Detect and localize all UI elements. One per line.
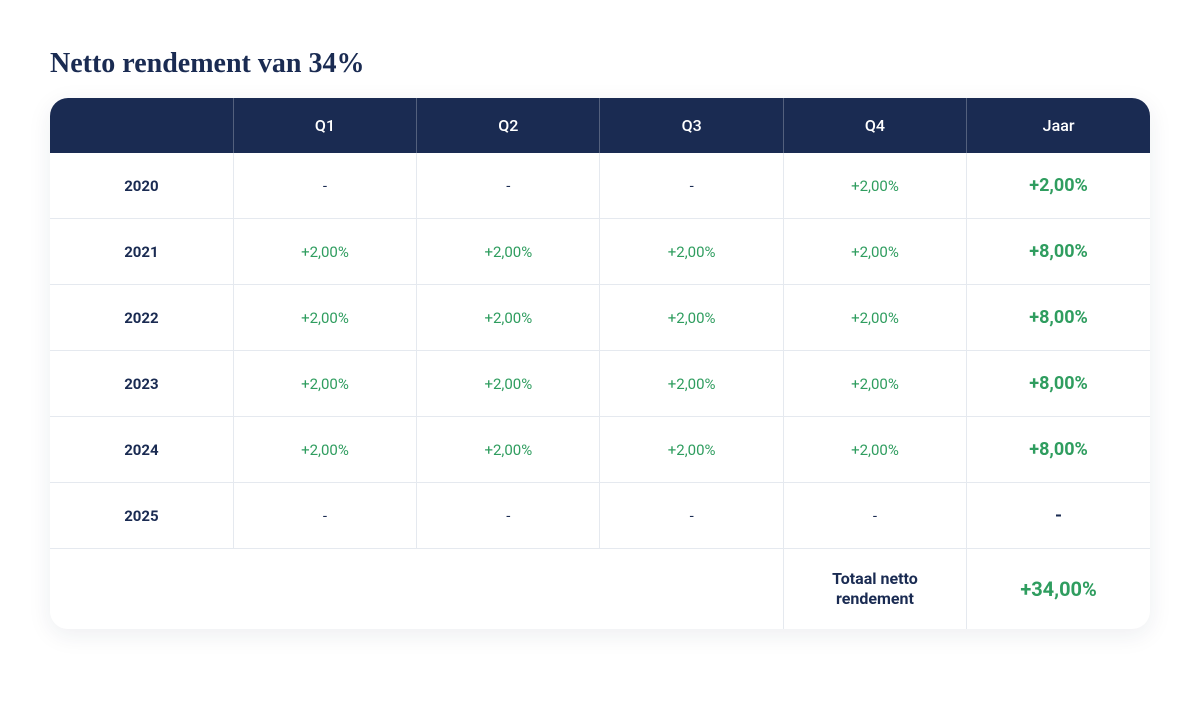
table-row: 2020---+2,00%+2,00% xyxy=(50,153,1150,219)
col-jaar: Jaar xyxy=(967,98,1150,153)
cell-q3: +2,00% xyxy=(600,285,783,351)
cell-year: 2024 xyxy=(50,417,233,483)
cell-q4: +2,00% xyxy=(783,285,966,351)
cell-jaar: - xyxy=(967,483,1150,549)
cell-q2: +2,00% xyxy=(417,285,600,351)
table-row: 2025----- xyxy=(50,483,1150,549)
cell-q4: +2,00% xyxy=(783,417,966,483)
cell-q1: +2,00% xyxy=(233,285,416,351)
footer-total-value: +34,00% xyxy=(967,549,1150,630)
cell-q2: +2,00% xyxy=(417,219,600,285)
cell-q1: +2,00% xyxy=(233,351,416,417)
cell-jaar: +8,00% xyxy=(967,417,1150,483)
cell-q4: +2,00% xyxy=(783,219,966,285)
cell-q3: +2,00% xyxy=(600,351,783,417)
col-q1: Q1 xyxy=(233,98,416,153)
table-footer-row: Totaal netto rendement +34,00% xyxy=(50,549,1150,630)
page-title: Netto rendement van 34% xyxy=(50,48,1150,80)
cell-q1: - xyxy=(233,153,416,219)
cell-q3: +2,00% xyxy=(600,219,783,285)
cell-q3: +2,00% xyxy=(600,417,783,483)
cell-jaar: +8,00% xyxy=(967,219,1150,285)
col-q4: Q4 xyxy=(783,98,966,153)
cell-q2: +2,00% xyxy=(417,417,600,483)
cell-year: 2022 xyxy=(50,285,233,351)
returns-table-wrapper: Q1 Q2 Q3 Q4 Jaar 2020---+2,00%+2,00%2021… xyxy=(50,98,1150,629)
cell-jaar: +8,00% xyxy=(967,351,1150,417)
cell-year: 2020 xyxy=(50,153,233,219)
table-row: 2022+2,00%+2,00%+2,00%+2,00%+8,00% xyxy=(50,285,1150,351)
cell-q1: +2,00% xyxy=(233,219,416,285)
footer-empty xyxy=(50,549,783,630)
cell-year: 2023 xyxy=(50,351,233,417)
cell-year: 2021 xyxy=(50,219,233,285)
col-q2: Q2 xyxy=(417,98,600,153)
table-row: 2021+2,00%+2,00%+2,00%+2,00%+8,00% xyxy=(50,219,1150,285)
cell-year: 2025 xyxy=(50,483,233,549)
cell-q2: +2,00% xyxy=(417,351,600,417)
returns-table: Q1 Q2 Q3 Q4 Jaar 2020---+2,00%+2,00%2021… xyxy=(50,98,1150,629)
cell-jaar: +2,00% xyxy=(967,153,1150,219)
cell-q1: - xyxy=(233,483,416,549)
cell-q3: - xyxy=(600,483,783,549)
cell-q2: - xyxy=(417,483,600,549)
cell-q4: - xyxy=(783,483,966,549)
table-header-row: Q1 Q2 Q3 Q4 Jaar xyxy=(50,98,1150,153)
col-year-empty xyxy=(50,98,233,153)
cell-jaar: +8,00% xyxy=(967,285,1150,351)
cell-q4: +2,00% xyxy=(783,153,966,219)
table-row: 2023+2,00%+2,00%+2,00%+2,00%+8,00% xyxy=(50,351,1150,417)
table-body: 2020---+2,00%+2,00%2021+2,00%+2,00%+2,00… xyxy=(50,153,1150,549)
cell-q2: - xyxy=(417,153,600,219)
table-row: 2024+2,00%+2,00%+2,00%+2,00%+8,00% xyxy=(50,417,1150,483)
col-q3: Q3 xyxy=(600,98,783,153)
cell-q3: - xyxy=(600,153,783,219)
cell-q1: +2,00% xyxy=(233,417,416,483)
cell-q4: +2,00% xyxy=(783,351,966,417)
footer-total-label: Totaal netto rendement xyxy=(783,549,966,630)
